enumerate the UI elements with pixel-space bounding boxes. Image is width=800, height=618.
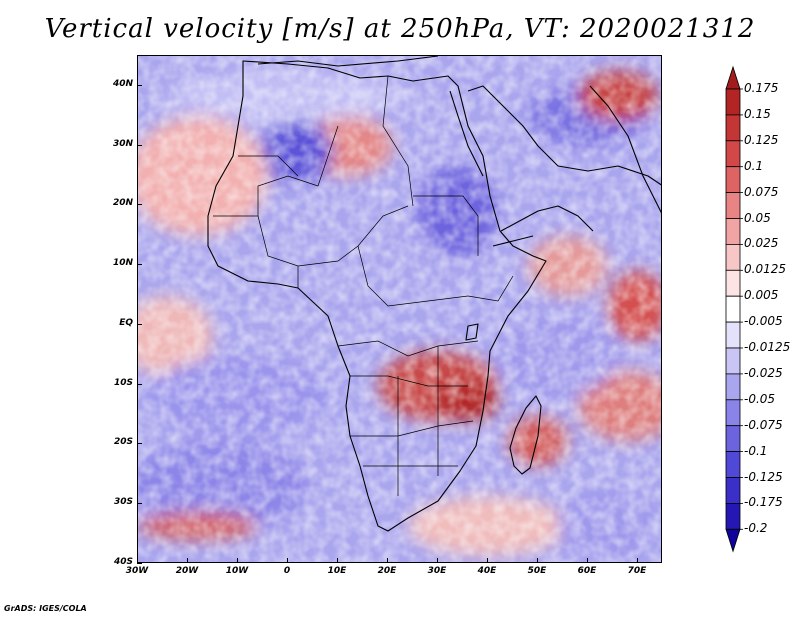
colorbar-box bbox=[725, 192, 741, 219]
chart-title: Vertical velocity [m/s] at 250hPa, VT: 2… bbox=[44, 14, 756, 44]
colorbar-label: 0.1 bbox=[744, 158, 764, 173]
colorbar-label: -0.05 bbox=[744, 391, 776, 406]
colorbar-box bbox=[725, 166, 741, 193]
lat-tick bbox=[137, 383, 142, 385]
colorbar-box bbox=[725, 88, 741, 116]
colorbar-label: -0.1 bbox=[744, 443, 768, 458]
colorbar-box bbox=[725, 451, 741, 478]
lon-tick bbox=[287, 558, 288, 563]
lat-tick-label: 40N bbox=[112, 78, 133, 89]
lat-tick bbox=[137, 144, 142, 146]
colorbar-box bbox=[725, 243, 741, 271]
colorbar-box bbox=[725, 295, 741, 323]
colorbar-box bbox=[725, 373, 741, 401]
colorbar-boxes bbox=[725, 65, 743, 553]
colorbar-label: -0.175 bbox=[744, 495, 783, 510]
colorbar-label: 0.125 bbox=[744, 132, 779, 147]
velocity-field bbox=[138, 56, 661, 562]
colorbar-label: 0.05 bbox=[744, 210, 771, 225]
lon-tick bbox=[137, 558, 138, 563]
lat-tick bbox=[137, 443, 142, 445]
colorbar-label: -0.0125 bbox=[744, 340, 791, 354]
colorbar-label: -0.005 bbox=[744, 314, 783, 329]
colorbar-label: 0.025 bbox=[744, 236, 779, 251]
colorbar: 0.175 0.15 0.125 0.1 0.075 0.05 0.025 0.0125 0.0… bbox=[722, 65, 800, 569]
lat-tick bbox=[137, 503, 142, 505]
colorbar-label: -0.125 bbox=[744, 469, 783, 484]
colorbar-label: 0.005 bbox=[744, 288, 779, 303]
colorbar-label: 0.175 bbox=[744, 81, 779, 95]
colorbar-box bbox=[725, 425, 741, 453]
lat-tick-label: 20N bbox=[112, 198, 133, 209]
lat-tick-label: 40S bbox=[113, 557, 133, 567]
colorbar-box bbox=[725, 269, 741, 297]
colorbar-label: -0.025 bbox=[744, 365, 783, 380]
colorbar-box bbox=[725, 477, 741, 504]
colorbar-label: 0.15 bbox=[744, 106, 771, 121]
country-borders bbox=[213, 75, 514, 496]
lat-tick bbox=[137, 563, 142, 564]
coastlines bbox=[207, 56, 661, 532]
lon-tick bbox=[337, 558, 338, 563]
grads-credit: GrADS: IGES/COLA bbox=[4, 604, 87, 613]
lon-tick-label: 0 bbox=[283, 566, 291, 576]
lat-tick bbox=[137, 84, 142, 86]
map-panel bbox=[137, 55, 662, 563]
lat-tick-label: 10S bbox=[113, 377, 133, 388]
lat-tick bbox=[137, 323, 142, 325]
lon-tick bbox=[237, 558, 238, 563]
colorbar-box bbox=[725, 347, 741, 375]
lon-tick-label: 10W bbox=[225, 566, 249, 576]
colorbar-box bbox=[725, 321, 741, 349]
lon-tick-label: 40E bbox=[477, 566, 497, 576]
lon-tick-label: 10E bbox=[327, 566, 347, 576]
lon-tick-label: 50E bbox=[527, 566, 547, 576]
colorbar-label: -0.2 bbox=[744, 521, 768, 536]
lon-tick-label: 30W bbox=[125, 566, 149, 576]
lat-tick bbox=[137, 264, 142, 266]
lon-tick bbox=[437, 558, 438, 563]
lon-tick-label: 30E bbox=[427, 566, 447, 576]
colorbar-box bbox=[725, 140, 741, 168]
lon-tick bbox=[487, 558, 488, 563]
colorbar-max-arrow bbox=[725, 65, 741, 90]
lat-tick bbox=[137, 204, 142, 206]
lon-tick-label: 20W bbox=[175, 566, 199, 576]
colorbar-label: 0.0125 bbox=[744, 262, 786, 277]
lon-tick bbox=[187, 558, 188, 563]
colorbar-box bbox=[725, 502, 741, 530]
lat-tick-label: EQ bbox=[119, 317, 133, 328]
colorbar-box bbox=[725, 399, 741, 427]
lat-tick-label: 10N bbox=[112, 258, 133, 269]
colorbar-box bbox=[725, 114, 741, 142]
lon-tick bbox=[637, 558, 638, 563]
lon-tick-label: 60E bbox=[577, 566, 597, 576]
lon-tick bbox=[387, 558, 388, 563]
lat-tick-label: 20S bbox=[113, 437, 133, 448]
colorbar-min-arrow bbox=[725, 528, 741, 553]
lon-tick-label: 20E bbox=[377, 566, 397, 576]
lon-tick bbox=[537, 558, 538, 563]
colorbar-label: -0.075 bbox=[744, 417, 783, 432]
colorbar-label: 0.075 bbox=[744, 184, 779, 199]
lat-tick-label: 30S bbox=[113, 497, 133, 508]
lon-tick-label: 70E bbox=[627, 566, 647, 576]
lat-tick-label: 30N bbox=[112, 138, 133, 149]
lon-tick bbox=[587, 558, 588, 563]
colorbar-box bbox=[725, 218, 741, 245]
